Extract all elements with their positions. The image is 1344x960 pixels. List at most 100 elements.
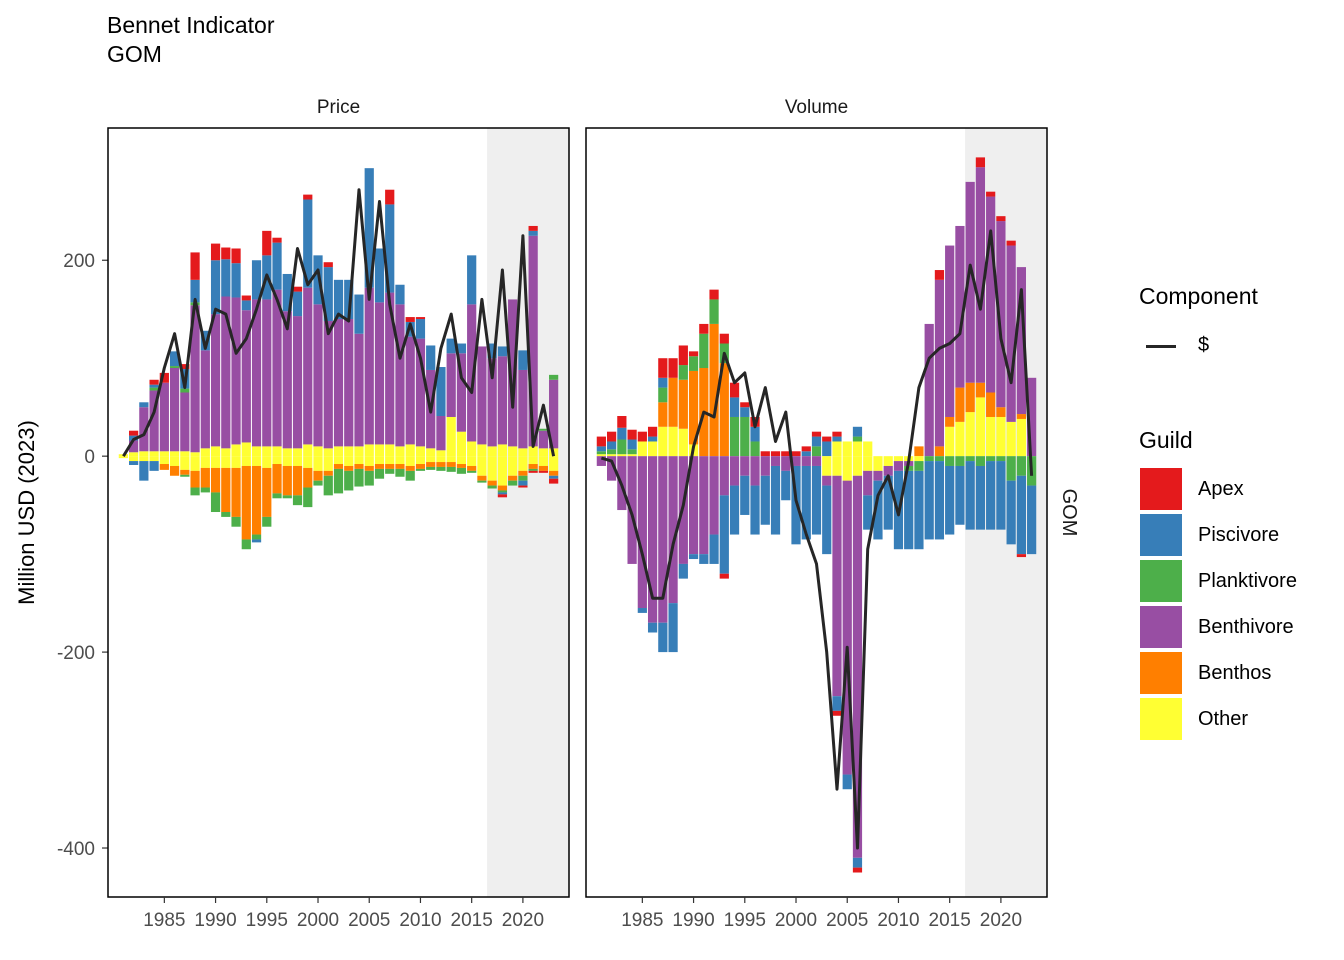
bar-benthivore [729, 456, 740, 486]
bar-other [863, 441, 873, 457]
bar-other [668, 426, 678, 457]
x-tick-label: 2010 [877, 910, 919, 931]
chart-subtitle: GOM [107, 41, 162, 67]
bar-other [996, 416, 1006, 457]
bar-benthivore [303, 287, 313, 445]
x-tick-label: 2000 [775, 910, 817, 931]
bar-planktivore [740, 416, 750, 457]
bar-apex [719, 573, 729, 579]
bar-apex [934, 270, 945, 280]
bar-benthivore [405, 336, 415, 445]
bar-other [528, 456, 538, 465]
bar-planktivore [272, 493, 282, 499]
bar-planktivore [811, 446, 822, 457]
bar-piscivore [811, 436, 822, 447]
bar-other [395, 446, 405, 457]
bar-apex [668, 358, 678, 378]
bar-other [497, 456, 508, 486]
bar-other [538, 448, 548, 457]
bar-apex [129, 430, 139, 436]
bar-benthos [374, 464, 385, 469]
bar-other [282, 456, 292, 466]
bar-other [313, 456, 323, 471]
bar-apex [518, 485, 528, 488]
panel-border [585, 127, 1048, 898]
bar-apex [658, 358, 668, 378]
bar-benthos [159, 464, 169, 470]
bar-benthivore [262, 299, 272, 447]
component-line [122, 188, 556, 457]
bar-planktivore [1016, 456, 1026, 476]
bar-other [344, 456, 354, 466]
bar-piscivore [627, 439, 637, 450]
bar-benthos [456, 464, 467, 468]
bar-other [292, 448, 303, 457]
bar-apex [149, 379, 159, 385]
bar-other [508, 446, 518, 457]
bar-piscivore [1016, 475, 1026, 555]
bar-planktivore [986, 456, 996, 462]
bar-piscivore [385, 204, 395, 293]
bar-benthivore [945, 245, 955, 417]
bar-benthos [719, 363, 729, 457]
legend-swatch-piscivore [1140, 514, 1182, 556]
bar-planktivore [333, 468, 344, 494]
bar-benthivore [549, 379, 559, 449]
bar-benthos [508, 475, 518, 481]
bar-benthos [446, 462, 456, 467]
legend-swatch-benthos [1140, 652, 1182, 694]
bar-planktivore [436, 466, 446, 471]
bar-apex [607, 431, 617, 442]
bar-piscivore [699, 554, 709, 564]
x-tick-label: 2015 [929, 910, 971, 931]
bar-piscivore [395, 284, 405, 305]
bar-piscivore [852, 857, 863, 868]
bar-planktivore [149, 387, 159, 391]
bar-piscivore [996, 461, 1006, 530]
bar-benthivore [200, 350, 210, 449]
bar-benthivore [497, 356, 508, 445]
bar-apex [975, 157, 986, 168]
bar-benthos [678, 379, 688, 429]
bar-benthos [282, 465, 292, 496]
bar-piscivore [934, 461, 945, 540]
shaded-region [487, 128, 569, 897]
y-axis-title: Million USD (2023) [14, 420, 39, 605]
bar-benthos [313, 470, 323, 481]
bar-other [852, 456, 863, 476]
bar-piscivore [740, 407, 750, 417]
bar-benthivore [975, 167, 986, 383]
legend-label-apex: Apex [1198, 478, 1244, 500]
bar-other [426, 448, 436, 457]
bar-other [303, 444, 313, 457]
bar-planktivore [945, 456, 955, 466]
bar-piscivore [924, 461, 934, 540]
bar-planktivore [934, 456, 945, 462]
bar-benthos [975, 382, 986, 398]
bar-piscivore [303, 199, 313, 288]
y-tick-label: -400 [57, 839, 95, 860]
bar-piscivore [251, 260, 262, 300]
bar-benthos [262, 467, 272, 517]
bar-piscivore [801, 451, 811, 457]
bar-apex [262, 230, 272, 256]
bar-other [169, 451, 180, 457]
bar-benthivore [282, 311, 292, 449]
bar-apex [538, 470, 548, 473]
bar-benthivore [149, 390, 159, 452]
x-tick-label: 2015 [451, 910, 493, 931]
bar-other [426, 456, 436, 463]
bar-piscivore [719, 495, 729, 574]
bar-other [200, 456, 210, 468]
bar-other [446, 456, 456, 463]
bar-planktivore [354, 468, 364, 487]
bar-piscivore [750, 426, 760, 442]
bar-benthos [487, 480, 497, 486]
bar-apex [811, 431, 822, 437]
bar-piscivore [323, 267, 333, 321]
x-tick-label: 1990 [672, 910, 714, 931]
bar-benthivore [436, 416, 446, 451]
bar-other [231, 456, 241, 468]
bar-planktivore [169, 366, 180, 369]
bar-other [159, 451, 169, 457]
